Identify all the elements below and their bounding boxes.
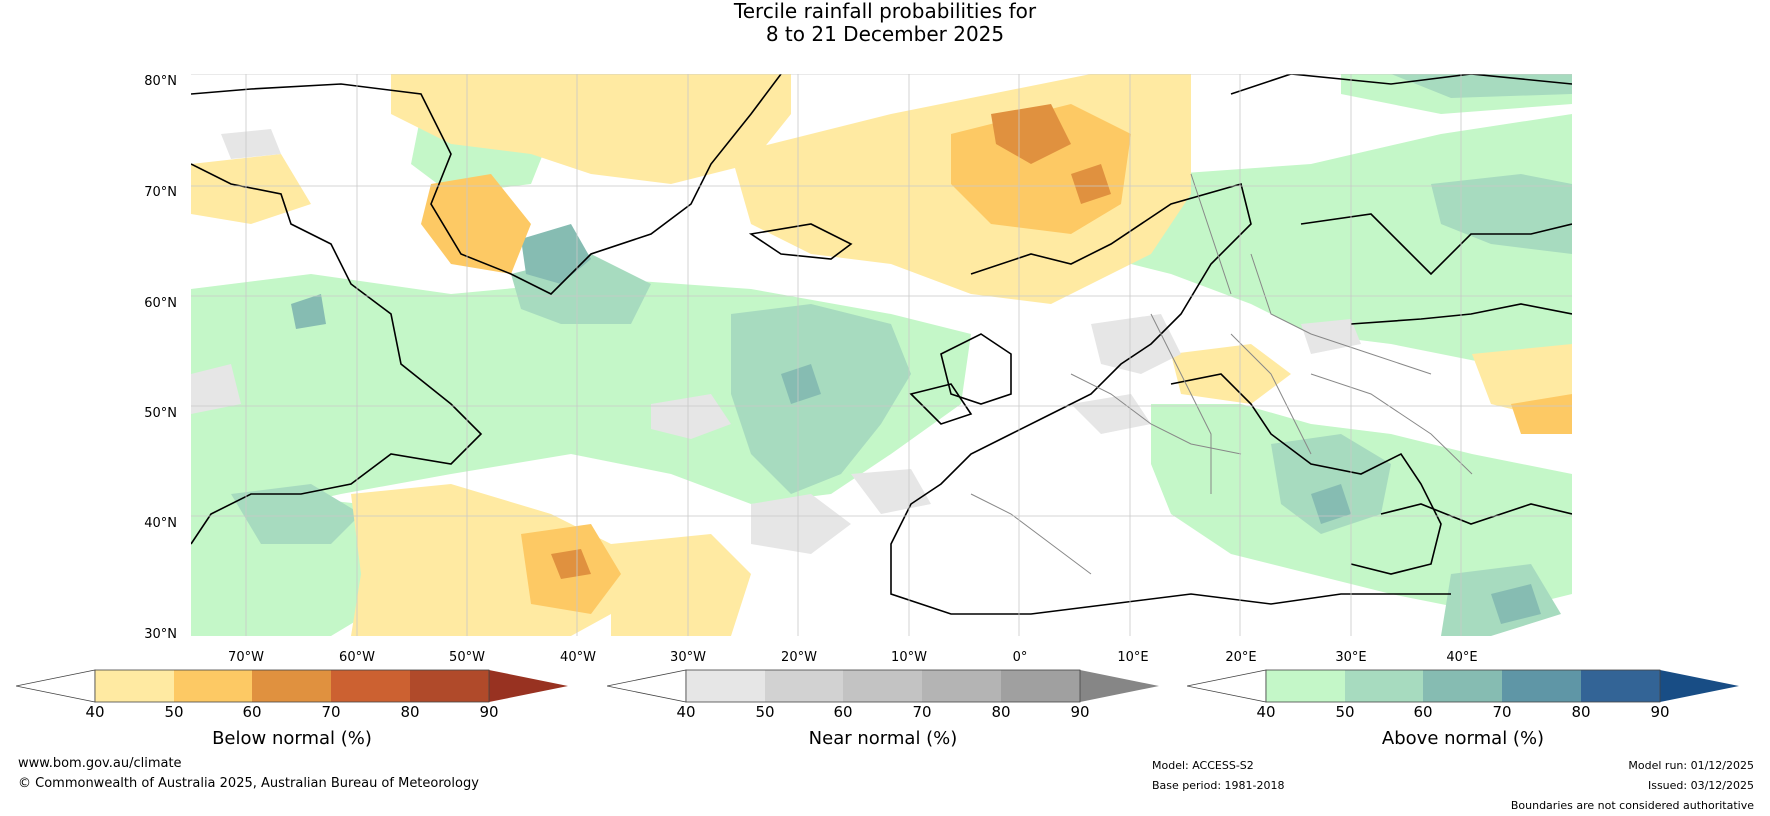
lon-label-70w: 70°W bbox=[228, 650, 264, 665]
colorbar-near-tick-80: 80 bbox=[991, 703, 1011, 721]
footer-base-period: Base period: 1981-2018 bbox=[1152, 779, 1285, 792]
colorbar-near-tick-60: 60 bbox=[833, 703, 853, 721]
colorbar-below bbox=[16, 669, 568, 703]
title-line-1: Tercile rainfall probabilities for bbox=[733, 0, 1037, 23]
colorbar-near-segment-5 bbox=[1001, 670, 1080, 702]
colorbar-below-tick-40: 40 bbox=[85, 703, 105, 721]
colorbar-below-segment-1 bbox=[95, 670, 174, 702]
colorbar-below-tick-50: 50 bbox=[164, 703, 184, 721]
lon-label-10e: 10°E bbox=[1117, 650, 1149, 665]
colorbar-above-tick-60: 60 bbox=[1413, 703, 1433, 721]
colorbar-above-segment-6 bbox=[1660, 670, 1739, 702]
colorbar-near-title: Near normal (%) bbox=[808, 728, 958, 749]
title-line-2: 8 to 21 December 2025 bbox=[765, 22, 1005, 46]
colorbar-below-segment-2 bbox=[174, 670, 252, 702]
colorbar-above-segment-0 bbox=[1187, 669, 1267, 703]
colorbar-near-segment-0 bbox=[607, 669, 687, 703]
lat-label-70n: 70°N bbox=[144, 185, 177, 200]
colorbar-near-segment-1 bbox=[686, 670, 765, 702]
colorbar-above-tick-40: 40 bbox=[1256, 703, 1276, 721]
colorbar-near-segment-6 bbox=[1080, 670, 1159, 702]
colorbar-below-tick-70: 70 bbox=[321, 703, 341, 721]
colorbar-above-title: Above normal (%) bbox=[1381, 728, 1545, 749]
colorbar-above-segment-3 bbox=[1423, 670, 1502, 702]
rainfall-map bbox=[191, 74, 1572, 636]
footer-disclaimer: Boundaries are not considered authoritat… bbox=[1510, 799, 1754, 812]
colorbar-near-segment-3 bbox=[843, 670, 922, 702]
lat-label-80n: 80°N bbox=[144, 74, 177, 89]
near-normal-regions bbox=[191, 129, 1361, 554]
colorbar-below-tick-60: 60 bbox=[242, 703, 262, 721]
lon-label-10w: 10°W bbox=[891, 650, 927, 665]
lat-label-30n: 30°N bbox=[144, 627, 177, 642]
lon-label-60w: 60°W bbox=[339, 650, 375, 665]
lat-label-50n: 50°N bbox=[144, 406, 177, 421]
footer-model: Model: ACCESS-S2 bbox=[1152, 759, 1254, 772]
colorbar-near-segment-2 bbox=[765, 670, 843, 702]
lon-label-20w: 20°W bbox=[781, 650, 817, 665]
lon-label-0: 0° bbox=[1012, 650, 1028, 665]
map-title: Tercile rainfall probabilities for 8 to … bbox=[0, 0, 1770, 46]
lat-label-60n: 60°N bbox=[144, 296, 177, 311]
colorbar-above-segment-4 bbox=[1502, 670, 1581, 702]
lon-label-20e: 20°E bbox=[1225, 650, 1257, 665]
country-borders bbox=[970, 173, 1473, 575]
footer-copyright: © Commonwealth of Australia 2025, Austra… bbox=[18, 776, 479, 791]
colorbar-above bbox=[1187, 669, 1739, 703]
coastlines bbox=[191, 74, 1572, 615]
colorbar-above-segment-1 bbox=[1266, 670, 1345, 702]
lat-label-40n: 40°N bbox=[144, 516, 177, 531]
colorbar-above-tick-90: 90 bbox=[1650, 703, 1670, 721]
lon-label-40w: 40°W bbox=[560, 650, 596, 665]
colorbar-above-tick-80: 80 bbox=[1571, 703, 1591, 721]
colorbar-above-segment-5 bbox=[1581, 670, 1660, 702]
colorbar-above-tick-70: 70 bbox=[1492, 703, 1512, 721]
footer-model-run: Model run: 01/12/2025 bbox=[1628, 759, 1754, 772]
colorbar-below-tick-90: 90 bbox=[479, 703, 499, 721]
colorbar-near-tick-50: 50 bbox=[755, 703, 775, 721]
colorbar-above-tick-50: 50 bbox=[1335, 703, 1355, 721]
gridlines bbox=[191, 74, 1572, 636]
footer-issued: Issued: 03/12/2025 bbox=[1647, 779, 1754, 792]
lon-label-30e: 30°E bbox=[1335, 650, 1367, 665]
below-normal-strongest bbox=[551, 104, 1111, 579]
colorbar-below-segment-3 bbox=[252, 670, 331, 702]
lon-label-30w: 30°W bbox=[670, 650, 706, 665]
colorbar-near-tick-40: 40 bbox=[676, 703, 696, 721]
map-layers bbox=[191, 74, 1572, 636]
lon-label-50w: 50°W bbox=[449, 650, 485, 665]
colorbar-below-segment-4 bbox=[331, 670, 410, 702]
lon-label-40e: 40°E bbox=[1446, 650, 1478, 665]
colorbar-below-segment-6 bbox=[489, 670, 568, 702]
colorbar-below-segment-0 bbox=[16, 669, 96, 703]
colorbar-below-segment-5 bbox=[410, 670, 489, 702]
colorbar-near-tick-70: 70 bbox=[912, 703, 932, 721]
above-normal-stronger bbox=[291, 224, 1541, 624]
colorbar-near-segment-4 bbox=[922, 670, 1001, 702]
colorbar-near-tick-90: 90 bbox=[1070, 703, 1090, 721]
colorbar-above-segment-2 bbox=[1345, 670, 1423, 702]
footer-website: www.bom.gov.au/climate bbox=[18, 756, 182, 771]
colorbar-below-tick-80: 80 bbox=[400, 703, 420, 721]
colorbar-below-title: Below normal (%) bbox=[212, 728, 372, 749]
colorbar-near bbox=[607, 669, 1159, 703]
